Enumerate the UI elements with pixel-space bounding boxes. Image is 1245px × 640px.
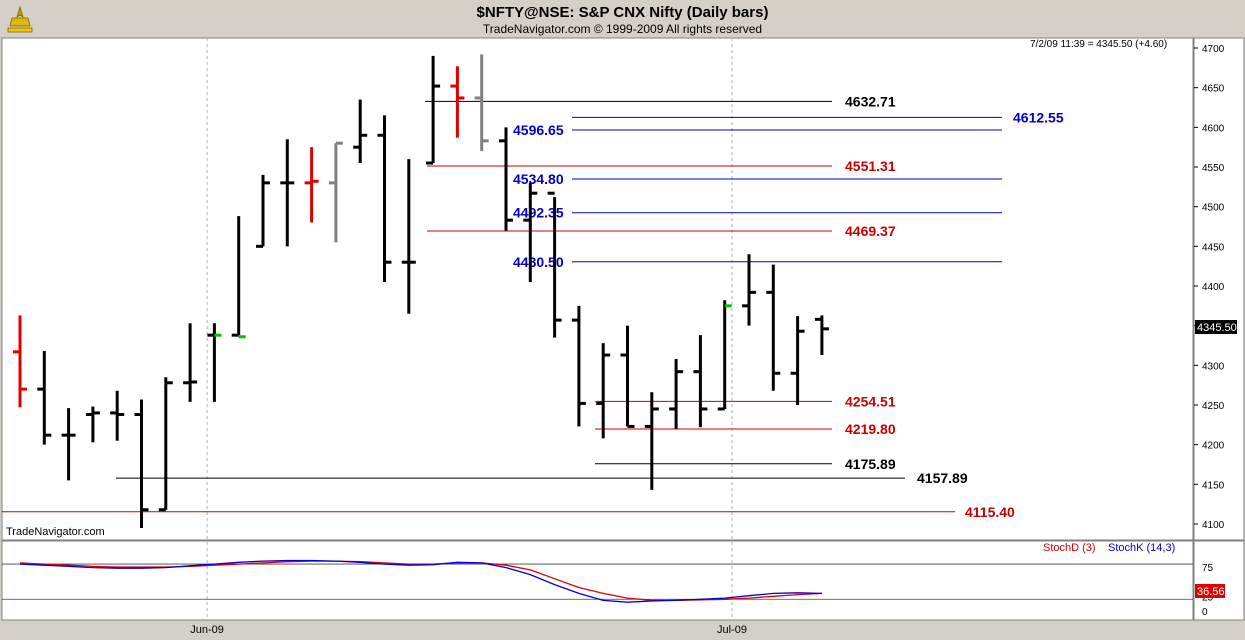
level-label: 4492.35: [513, 205, 564, 221]
quote-readout: 7/2/09 11:39 = 4345.50 (+4.60): [1030, 39, 1167, 50]
y-tick-label: 4450: [1202, 242, 1225, 253]
x-tick-label: Jul-09: [717, 624, 747, 636]
level-label: 4254.51: [845, 393, 896, 409]
y-tick-label: 4250: [1202, 401, 1225, 412]
stoch-k-line: [19, 559, 822, 603]
y-tick-label: 4500: [1202, 203, 1225, 214]
level-label: 4175.89: [845, 456, 896, 472]
y-tick-label: 4650: [1202, 84, 1225, 95]
y-tick-label: 4300: [1202, 361, 1225, 372]
level-label: 4219.80: [845, 421, 896, 437]
last-price-label: 4345.50: [1197, 322, 1237, 334]
level-label: 4612.55: [1013, 109, 1064, 125]
level-label: 4596.65: [513, 122, 564, 138]
stoch-value-box: 36.56: [1195, 584, 1225, 598]
stoch-axis: [1193, 540, 1245, 621]
trade-navigator-logo: [4, 4, 36, 34]
stoch-panel: [1, 540, 1194, 621]
y-tick-label: 4550: [1202, 163, 1225, 174]
last-price-box: 4345.50: [1195, 320, 1237, 334]
level-label: 4157.89: [917, 470, 968, 486]
y-tick-label: 4150: [1202, 480, 1225, 491]
chart-copyright: TradeNavigator.com © 1999-2009 All right…: [482, 22, 763, 36]
watermark-label: TradeNavigator.com: [6, 526, 105, 538]
price-axis: [1193, 37, 1245, 541]
legend-stoch-k: StochK (14,3): [1108, 542, 1175, 554]
x-tick-label: Jun-09: [190, 624, 224, 636]
y-tick-label: 4200: [1202, 441, 1225, 452]
stoch-tick-label: 0: [1202, 607, 1208, 618]
y-tick-label: 4400: [1202, 282, 1225, 293]
legend-stoch-d: StochD (3): [1043, 542, 1096, 554]
y-tick-label: 4600: [1202, 123, 1225, 134]
level-label: 4115.40: [965, 504, 1015, 520]
y-tick-label: 4700: [1202, 44, 1225, 55]
level-label: 4430.50: [513, 254, 564, 270]
stoch-tick-label: 75: [1202, 563, 1214, 574]
level-label: 4632.71: [845, 93, 896, 109]
stoch-value-label: 36.56: [1197, 586, 1225, 598]
price-panel: [1, 37, 1194, 541]
level-label: 4551.31: [845, 158, 896, 174]
y-tick-label: 4100: [1202, 520, 1225, 531]
level-label: 4469.37: [845, 223, 896, 239]
level-label: 4534.80: [513, 171, 564, 187]
chart-title: $NFTY@NSE: S&P CNX Nifty (Daily bars): [476, 4, 769, 21]
